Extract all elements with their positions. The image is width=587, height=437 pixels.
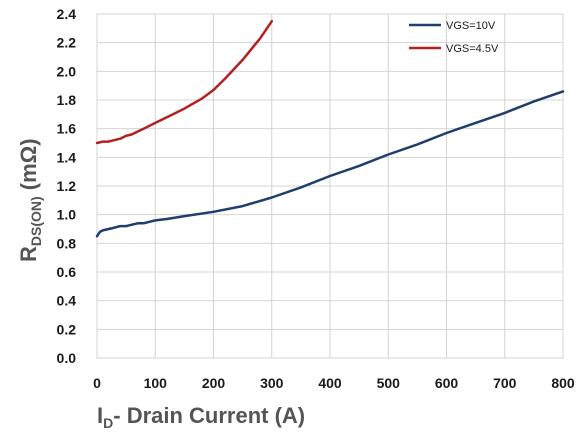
y-tick-label: 2.2: [57, 35, 77, 51]
x-tick-label: 700: [493, 375, 517, 391]
series-line-vgs-10v: [95, 90, 565, 238]
y-tick-label: 0.2: [57, 321, 77, 337]
x-tick-label: 500: [377, 375, 401, 391]
y-tick-label: 0.4: [57, 293, 77, 309]
y-axis-title-rest: (mΩ): [16, 138, 41, 196]
series-lines: [95, 19, 565, 238]
y-axis-title-main: R: [16, 246, 41, 262]
y-tick-label: 1.6: [57, 121, 77, 137]
y-tick-label: 1.8: [57, 92, 77, 108]
x-gridlines: [96, 14, 564, 358]
legend-label-vgs-10v: VGS=10V: [446, 20, 496, 32]
y-axis-title: RDS(ON) (mΩ): [16, 138, 44, 262]
series-line-vgs-4-5v: [95, 19, 274, 145]
y-tick-label: 1.4: [57, 149, 77, 165]
x-tick-label: 200: [202, 375, 226, 391]
legend: VGS=10V VGS=4.5V: [409, 20, 499, 55]
y-tick-label: 0.8: [57, 235, 77, 251]
x-axis-title-rest: - Drain Current (A): [113, 403, 305, 428]
x-tick-label: 800: [551, 375, 575, 391]
x-tick-label: 300: [260, 375, 284, 391]
y-tick-label: 0.0: [57, 350, 77, 366]
x-axis-title-main: I: [97, 403, 103, 428]
y-tick-label: 1.2: [57, 178, 77, 194]
y-tick-labels: 0.0 0.2 0.4 0.6 0.8 1.0 1.2 1.4 1.6 1.8 2.0 2.2 2.4: [57, 6, 77, 366]
x-tick-label: 600: [435, 375, 459, 391]
x-axis-title: ID- Drain Current (A): [97, 403, 305, 431]
x-tick-label: 400: [318, 375, 342, 391]
legend-label-vgs-4-5v: VGS=4.5V: [446, 43, 499, 55]
x-tick-label: 0: [93, 375, 101, 391]
y-tick-label: 2.0: [57, 63, 77, 79]
y-tick-label: 2.4: [57, 6, 77, 22]
y-tick-label: 0.6: [57, 264, 77, 280]
x-axis-title-subscript: D: [103, 415, 113, 431]
x-tick-labels: 0 100 200 300 400 500 600 700 800: [93, 375, 575, 391]
y-axis-title-subscript: DS(ON): [28, 196, 44, 246]
x-tick-label: 100: [144, 375, 168, 391]
y-tick-label: 1.0: [57, 207, 77, 223]
